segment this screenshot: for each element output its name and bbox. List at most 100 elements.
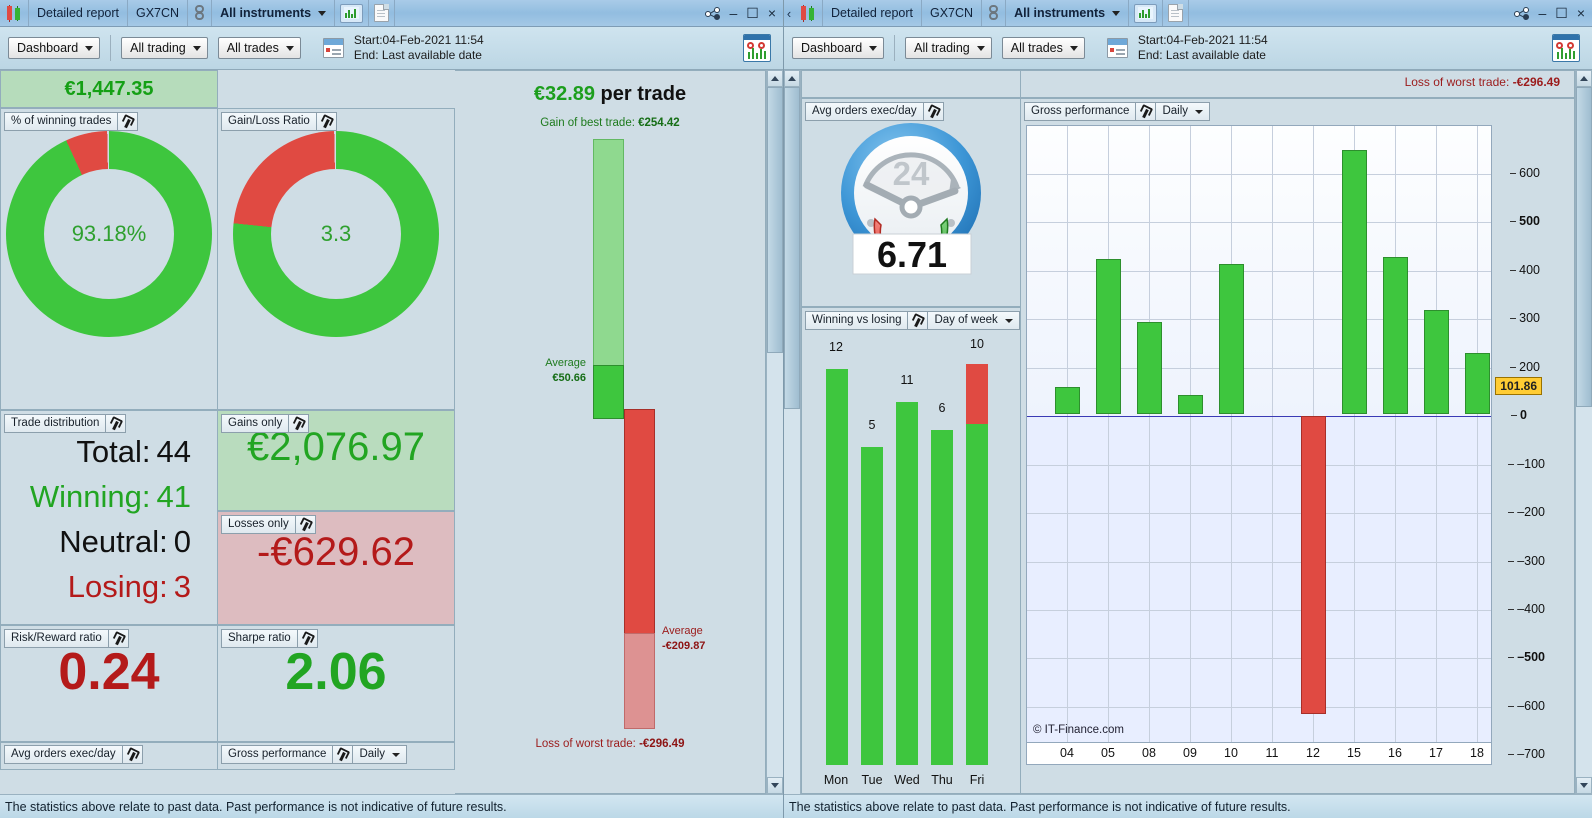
bar-15[interactable] [1342,150,1367,414]
calendar-icon[interactable] [322,38,344,58]
wrench-icon[interactable] [108,629,129,648]
dashboard-dropdown[interactable]: Dashboard [8,37,101,59]
scroll-track[interactable] [767,87,783,777]
mini-chart-icon[interactable] [335,0,370,26]
panel-title[interactable]: % of winning trades [4,112,119,131]
right-window-scrollbar[interactable] [1575,70,1592,794]
wrench-icon[interactable] [295,515,316,534]
panel-title[interactable]: Risk/Reward ratio [4,629,109,648]
panel-title[interactable]: Sharpe ratio [221,629,298,648]
share-icon[interactable] [705,6,721,20]
panel-gain-loss-ratio: Gain/Loss Ratio 3.3 [218,108,455,410]
panel-winning-pct: % of winning trades 93.18% [0,108,218,410]
scroll-thumb[interactable] [784,87,800,409]
bar-08[interactable] [1137,322,1162,414]
wrench-icon[interactable] [333,745,354,764]
mini-chart-icon[interactable] [1129,0,1164,26]
range-end: End: Last available date [353,48,482,62]
period-dropdown[interactable]: Day of week [928,311,1020,330]
chevron-down-icon [192,45,201,51]
trading-filter-dropdown[interactable]: All trading [121,37,208,59]
wrench-icon[interactable] [289,414,310,433]
panel-header: Gross performance Daily [1024,102,1211,121]
left-toolbar: Dashboard All trading All trades Start:0… [0,27,783,70]
bar-09[interactable] [1178,395,1203,414]
maximize-button[interactable]: ☐ [746,5,759,21]
wrench-icon[interactable] [316,112,337,131]
scroll-track[interactable] [784,87,800,794]
scroll-thumb[interactable] [1576,87,1592,407]
wrench-icon[interactable] [923,102,944,121]
dashboard-label: Dashboard [17,41,79,55]
detailed-report-tab[interactable]: Detailed report [823,0,922,26]
panel-title[interactable]: Losses only [221,515,296,534]
bar-18[interactable] [1465,353,1490,414]
instruments-dropdown[interactable]: All instruments [212,0,336,26]
account-tab[interactable]: GX7CN [922,0,983,26]
scroll-thumb[interactable] [767,87,783,353]
panel-title[interactable]: Avg orders exec/day [805,102,924,121]
right-chart-column: Loss of worst trade: -€296.49 Gross perf… [1021,70,1575,794]
wrench-icon[interactable] [118,112,139,131]
scroll-down-button[interactable] [1576,777,1592,794]
panel-title[interactable]: Avg orders exec/day [4,745,123,764]
account-tab[interactable]: GX7CN [128,0,189,26]
trades-filter-dropdown[interactable]: All trades [1001,37,1085,59]
left-window-scrollbar[interactable] [766,70,783,794]
dashboard-dropdown[interactable]: Dashboard [792,37,885,59]
close-button[interactable]: × [1576,5,1585,21]
panel-title[interactable]: Gains only [221,414,290,433]
scope-icon[interactable] [1552,34,1580,62]
close-button[interactable]: × [767,5,776,21]
bar-05[interactable] [1096,259,1121,414]
scroll-up-button[interactable] [1576,70,1592,87]
document-icon[interactable] [369,0,396,26]
scroll-up-button[interactable] [767,70,783,87]
panel-title[interactable]: Gain/Loss Ratio [221,112,317,131]
scroll-up-button[interactable] [784,70,800,87]
range-end: End: Last available date [1137,48,1266,62]
wrench-icon[interactable] [297,629,318,648]
bar-thu-winning [931,430,953,765]
bar-10[interactable] [1219,264,1244,414]
scroll-left-icon[interactable]: ‹ [786,5,792,21]
wrench-icon[interactable] [908,311,929,330]
period-dropdown[interactable]: Daily [1156,102,1211,121]
average-loss-value: -€209.87 [662,640,706,652]
minimize-button[interactable]: – [729,5,738,21]
bar-17[interactable] [1424,310,1449,414]
date-range[interactable]: Start:04-Feb-2021 11:54 End: Last availa… [1138,33,1268,63]
maximize-button[interactable]: ☐ [1555,5,1568,21]
document-icon[interactable] [1163,0,1190,26]
instruments-dropdown[interactable]: All instruments [1006,0,1130,26]
wrench-icon[interactable] [1136,102,1157,121]
trading-filter-dropdown[interactable]: All trading [905,37,992,59]
total-pnl-banner: €1,447.35 [0,70,218,108]
bar-12[interactable] [1301,416,1326,714]
panel-top-spacer [801,70,1021,98]
wrench-icon[interactable] [106,414,127,433]
trades-filter-dropdown[interactable]: All trades [217,37,301,59]
period-dropdown[interactable]: Daily [353,745,408,764]
scope-icon[interactable] [743,34,771,62]
link-icon[interactable] [188,0,213,26]
calendar-icon[interactable] [1106,38,1128,58]
date-range[interactable]: Start:04-Feb-2021 11:54 End: Last availa… [354,33,484,63]
scroll-track[interactable] [1576,87,1592,777]
panel-title[interactable]: Winning vs losing [805,311,909,330]
minimize-button[interactable]: – [1538,5,1547,21]
panel-title[interactable]: Gross performance [1024,102,1137,121]
wrench-icon[interactable] [122,745,143,764]
panel-header: Avg orders exec/day [805,102,944,121]
stat-value: 44 [156,434,191,469]
detailed-report-tab[interactable]: Detailed report [29,0,128,26]
panel-title[interactable]: Gross performance [221,745,334,764]
share-icon[interactable] [1514,6,1530,20]
scroll-down-button[interactable] [767,777,783,794]
right-window-left-scrollbar[interactable] [784,70,801,794]
bar-04[interactable] [1055,387,1080,414]
toolbar-right-group [743,34,775,62]
bar-16[interactable] [1383,257,1408,414]
link-icon[interactable] [982,0,1007,26]
panel-title[interactable]: Trade distribution [4,414,107,433]
